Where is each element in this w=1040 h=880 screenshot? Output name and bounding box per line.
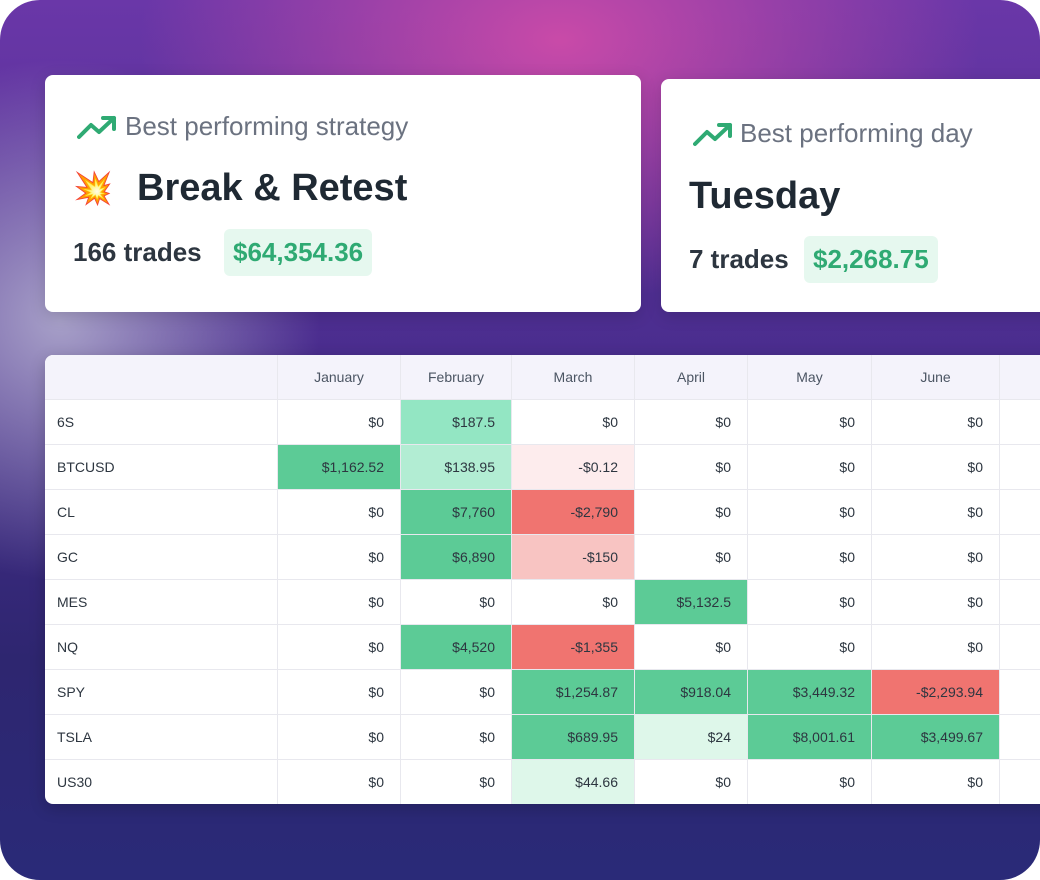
value-cell [1000,535,1040,580]
card-label: Best performing day [740,118,973,148]
value-cell: $0 [748,760,872,804]
value-cell: $44.66 [512,760,635,804]
value-cell: $0 [872,445,1000,490]
card-name: Tuesday [689,175,841,217]
value-cell: -$2,293.94 [872,670,1000,715]
row-symbol: BTCUSD [45,445,278,490]
header-cell: April [635,355,748,400]
header-cell: March [512,355,635,400]
value-cell: $0 [401,580,512,625]
card-icon: 💥 [73,170,113,206]
value-cell: $0 [278,535,401,580]
row-symbol: MES [45,580,278,625]
value-cell: $0 [635,625,748,670]
value-cell: -$0.12 [512,445,635,490]
value-cell: $0 [872,400,1000,445]
value-cell: -$150 [512,535,635,580]
value-cell: $8,001.61 [748,715,872,760]
value-cell: $138.95 [401,445,512,490]
value-cell [1000,670,1040,715]
value-cell: $689.95 [512,715,635,760]
row-symbol: TSLA [45,715,278,760]
value-cell: $0 [748,445,872,490]
value-cell: $0 [278,580,401,625]
value-cell [1000,625,1040,670]
value-cell: $0 [872,490,1000,535]
header-cell [45,355,278,400]
value-cell: $0 [512,400,635,445]
row-symbol: NQ [45,625,278,670]
card-amount: $2,268.75 [804,236,938,283]
value-cell: $1,254.87 [512,670,635,715]
value-cell: $0 [748,400,872,445]
value-cell: $3,499.67 [872,715,1000,760]
value-cell: $0 [278,670,401,715]
value-cell: $0 [278,715,401,760]
row-symbol: 6S [45,400,278,445]
value-cell [1000,400,1040,445]
header-cell: June [872,355,1000,400]
row-symbol: CL [45,490,278,535]
value-cell: $0 [278,760,401,804]
value-cell: -$2,790 [512,490,635,535]
value-cell: $0 [278,400,401,445]
value-cell: $4,520 [401,625,512,670]
card-amount: $64,354.36 [224,229,373,276]
row-symbol: GC [45,535,278,580]
card-trades: 7 trades [689,244,789,274]
value-cell: $6,890 [401,535,512,580]
card-name: Break & Retest [137,167,408,209]
value-cell: $918.04 [635,670,748,715]
value-cell: $0 [635,400,748,445]
value-cell: $0 [278,625,401,670]
value-cell [1000,760,1040,804]
value-cell: $0 [872,580,1000,625]
value-cell: $0 [872,625,1000,670]
value-cell: $0 [401,760,512,804]
card-trades: 166 trades [73,237,202,267]
value-cell: $0 [401,715,512,760]
row-symbol: SPY [45,670,278,715]
value-cell [1000,490,1040,535]
value-cell: $1,162.52 [278,445,401,490]
value-cell: $0 [748,625,872,670]
value-cell [1000,580,1040,625]
trend-icon [693,123,732,146]
value-cell: $24 [635,715,748,760]
header-cell: February [401,355,512,400]
value-cell: $0 [635,535,748,580]
value-cell: $3,449.32 [748,670,872,715]
strategy-card: Best performing strategy 💥 Break & Retes… [45,75,641,312]
value-cell [1000,715,1040,760]
header-cell: January [278,355,401,400]
value-cell: $0 [512,580,635,625]
value-cell: $7,760 [401,490,512,535]
card-label: Best performing strategy [125,111,409,141]
value-cell: $187.5 [401,400,512,445]
value-cell: $0 [748,535,872,580]
value-cell: -$1,355 [512,625,635,670]
value-cell: $0 [401,670,512,715]
value-cell: $0 [635,490,748,535]
header-cell [1000,355,1040,400]
value-cell: $5,132.5 [635,580,748,625]
value-cell: $0 [748,580,872,625]
value-cell: $0 [635,445,748,490]
value-cell [1000,445,1040,490]
header-cell: May [748,355,872,400]
value-cell: $0 [278,490,401,535]
value-cell: $0 [872,760,1000,804]
value-cell: $0 [748,490,872,535]
value-cell: $0 [872,535,1000,580]
trend-icon [77,116,116,139]
day-card: Best performing day Tuesday 7 trades $2,… [661,79,1040,312]
row-symbol: US30 [45,760,278,804]
value-cell: $0 [635,760,748,804]
pnl-table: January February March April May June 6S $0 $187… [45,355,1040,804]
